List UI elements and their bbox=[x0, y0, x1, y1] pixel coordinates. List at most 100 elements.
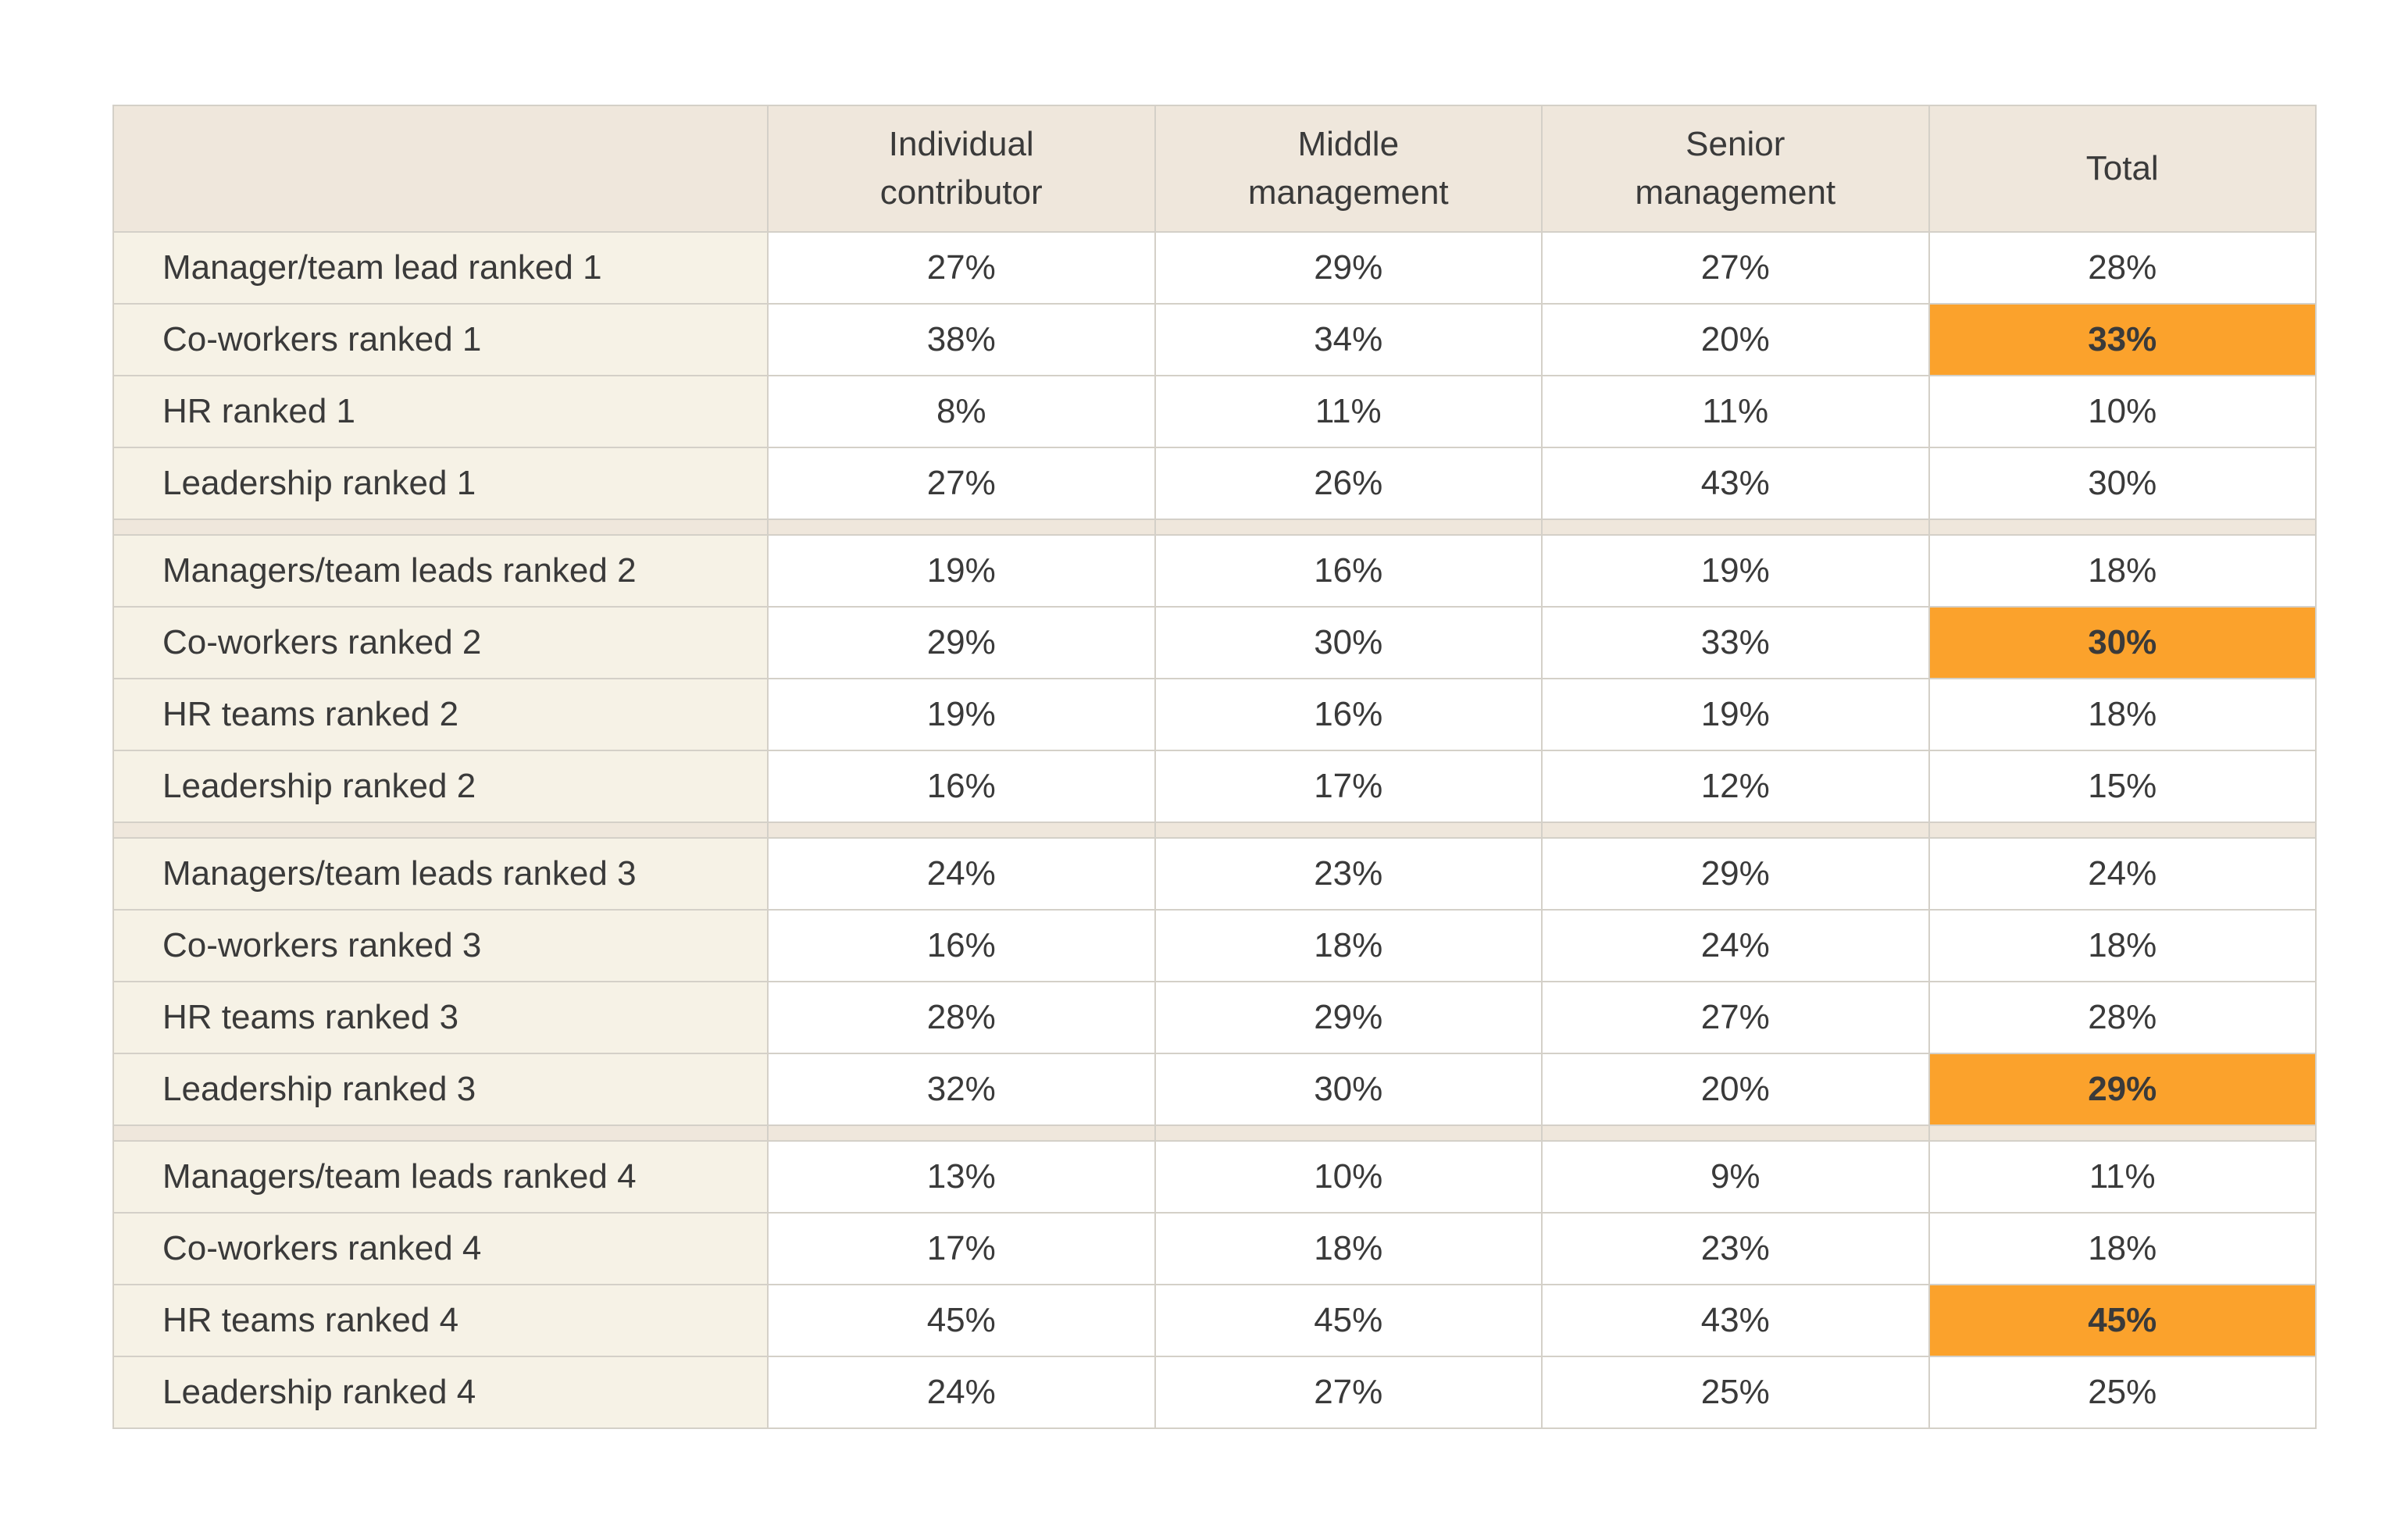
separator-cell bbox=[112, 822, 769, 839]
value-cell: 19% bbox=[1541, 534, 1930, 608]
row-label: Managers/team leads ranked 3 bbox=[112, 837, 769, 911]
highlighted-total-cell: 45% bbox=[1928, 1284, 2317, 1357]
row-label: Co-workers ranked 3 bbox=[112, 909, 769, 982]
total-cell: 11% bbox=[1928, 1140, 2317, 1214]
highlighted-total-cell: 29% bbox=[1928, 1053, 2317, 1126]
row-label: HR teams ranked 4 bbox=[112, 1284, 769, 1357]
value-cell: 12% bbox=[1541, 750, 1930, 823]
table-header: Individual contributor Middle management… bbox=[112, 105, 2317, 233]
table-row: Managers/team leads ranked 2 19% 16% 19% 18% bbox=[112, 534, 2317, 608]
column-header-middle-management: Middle management bbox=[1154, 105, 1543, 233]
separator-cell bbox=[767, 822, 1156, 839]
total-cell: 25% bbox=[1928, 1356, 2317, 1429]
value-cell: 29% bbox=[1154, 981, 1543, 1054]
value-cell: 19% bbox=[767, 678, 1156, 751]
value-cell: 16% bbox=[767, 909, 1156, 982]
separator-cell bbox=[767, 519, 1156, 536]
separator-cell bbox=[112, 519, 769, 536]
value-cell: 8% bbox=[767, 375, 1156, 448]
value-cell: 26% bbox=[1154, 447, 1543, 520]
value-cell: 27% bbox=[767, 231, 1156, 305]
total-cell: 24% bbox=[1928, 837, 2317, 911]
table-row: Leadership ranked 1 27% 26% 43% 30% bbox=[112, 447, 2317, 520]
highlighted-total-cell: 30% bbox=[1928, 606, 2317, 679]
value-cell: 29% bbox=[1541, 837, 1930, 911]
table-row: Manager/team lead ranked 1 27% 29% 27% 28% bbox=[112, 231, 2317, 305]
separator-cell bbox=[1928, 822, 2317, 839]
table-row: HR teams ranked 2 19% 16% 19% 18% bbox=[112, 678, 2317, 751]
table-row: Leadership ranked 4 24% 27% 25% 25% bbox=[112, 1356, 2317, 1429]
row-label: Leadership ranked 3 bbox=[112, 1053, 769, 1126]
value-cell: 28% bbox=[767, 981, 1156, 1054]
highlighted-total-cell: 33% bbox=[1928, 303, 2317, 376]
row-label: Manager/team lead ranked 1 bbox=[112, 231, 769, 305]
value-cell: 33% bbox=[1541, 606, 1930, 679]
value-cell: 24% bbox=[1541, 909, 1930, 982]
value-cell: 25% bbox=[1541, 1356, 1930, 1429]
separator-cell bbox=[1541, 1124, 1930, 1142]
total-cell: 10% bbox=[1928, 375, 2317, 448]
value-cell: 30% bbox=[1154, 606, 1543, 679]
total-cell: 18% bbox=[1928, 678, 2317, 751]
value-cell: 24% bbox=[767, 1356, 1156, 1429]
group-separator bbox=[112, 1124, 2317, 1142]
separator-cell bbox=[1541, 519, 1930, 536]
separator-cell bbox=[1541, 822, 1930, 839]
value-cell: 18% bbox=[1154, 1212, 1543, 1285]
table-row: Co-workers ranked 4 17% 18% 23% 18% bbox=[112, 1212, 2317, 1285]
value-cell: 17% bbox=[767, 1212, 1156, 1285]
row-label: Co-workers ranked 2 bbox=[112, 606, 769, 679]
header-corner bbox=[112, 105, 769, 233]
value-cell: 45% bbox=[767, 1284, 1156, 1357]
value-cell: 29% bbox=[1154, 231, 1543, 305]
value-cell: 20% bbox=[1541, 1053, 1930, 1126]
column-header-total: Total bbox=[1928, 105, 2317, 233]
value-cell: 27% bbox=[767, 447, 1156, 520]
value-cell: 38% bbox=[767, 303, 1156, 376]
value-cell: 24% bbox=[767, 837, 1156, 911]
row-label: Leadership ranked 4 bbox=[112, 1356, 769, 1429]
separator-cell bbox=[1154, 822, 1543, 839]
value-cell: 23% bbox=[1154, 837, 1543, 911]
value-cell: 10% bbox=[1154, 1140, 1543, 1214]
row-label: Co-workers ranked 1 bbox=[112, 303, 769, 376]
separator-cell bbox=[1154, 519, 1543, 536]
table-row: Managers/team leads ranked 3 24% 23% 29% 24% bbox=[112, 837, 2317, 911]
table-body: Manager/team lead ranked 1 27% 29% 27% 28% Co… bbox=[112, 231, 2317, 1429]
table-row: Co-workers ranked 1 38% 34% 20% 33% bbox=[112, 303, 2317, 376]
separator-cell bbox=[112, 1124, 769, 1142]
table-row: HR ranked 1 8% 11% 11% 10% bbox=[112, 375, 2317, 448]
column-header-individual-contributor: Individual contributor bbox=[767, 105, 1156, 233]
value-cell: 11% bbox=[1154, 375, 1543, 448]
table-row: HR teams ranked 3 28% 29% 27% 28% bbox=[112, 981, 2317, 1054]
value-cell: 27% bbox=[1154, 1356, 1543, 1429]
value-cell: 20% bbox=[1541, 303, 1930, 376]
row-label: Leadership ranked 1 bbox=[112, 447, 769, 520]
total-cell: 18% bbox=[1928, 909, 2317, 982]
value-cell: 16% bbox=[1154, 678, 1543, 751]
table-row: Co-workers ranked 3 16% 18% 24% 18% bbox=[112, 909, 2317, 982]
value-cell: 30% bbox=[1154, 1053, 1543, 1126]
value-cell: 34% bbox=[1154, 303, 1543, 376]
separator-cell bbox=[1154, 1124, 1543, 1142]
value-cell: 27% bbox=[1541, 981, 1930, 1054]
separator-cell bbox=[1928, 1124, 2317, 1142]
table-row: Managers/team leads ranked 4 13% 10% 9% 11% bbox=[112, 1140, 2317, 1214]
column-header-senior-management: Senior management bbox=[1541, 105, 1930, 233]
row-label: HR teams ranked 3 bbox=[112, 981, 769, 1054]
value-cell: 19% bbox=[1541, 678, 1930, 751]
value-cell: 29% bbox=[767, 606, 1156, 679]
table-row: Leadership ranked 3 32% 30% 20% 29% bbox=[112, 1053, 2317, 1126]
row-label: HR ranked 1 bbox=[112, 375, 769, 448]
row-label: Managers/team leads ranked 4 bbox=[112, 1140, 769, 1214]
value-cell: 43% bbox=[1541, 447, 1930, 520]
table-row: Co-workers ranked 2 29% 30% 33% 30% bbox=[112, 606, 2317, 679]
separator-cell bbox=[1928, 519, 2317, 536]
value-cell: 13% bbox=[767, 1140, 1156, 1214]
value-cell: 18% bbox=[1154, 909, 1543, 982]
row-label: Leadership ranked 2 bbox=[112, 750, 769, 823]
value-cell: 19% bbox=[767, 534, 1156, 608]
value-cell: 16% bbox=[1154, 534, 1543, 608]
row-label: Co-workers ranked 4 bbox=[112, 1212, 769, 1285]
value-cell: 32% bbox=[767, 1053, 1156, 1126]
